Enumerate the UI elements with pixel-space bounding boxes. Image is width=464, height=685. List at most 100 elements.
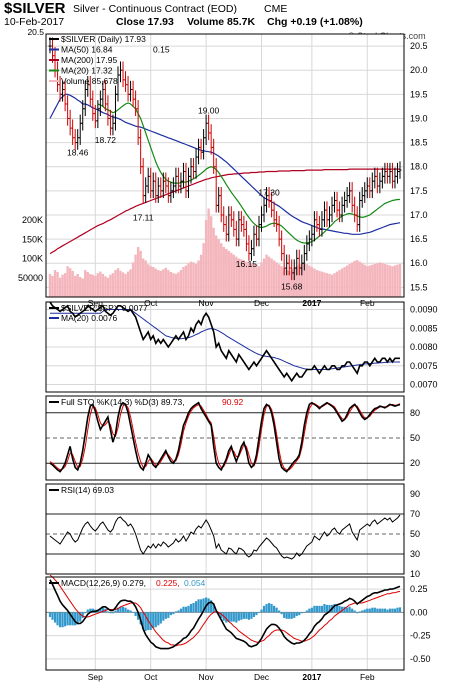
volume-bar xyxy=(242,260,246,297)
ratio-tick-label: 0.0070 xyxy=(410,380,438,390)
ma20-line xyxy=(97,102,400,244)
price-legend-entry: $SILVER (Daily) 17.93 xyxy=(61,34,146,44)
macd-histogram-bar xyxy=(351,608,354,613)
macd-histogram-bar xyxy=(257,612,261,613)
macd-histogram-bar xyxy=(114,610,117,613)
price-annotation: 17.30 xyxy=(258,187,280,197)
volume-bar xyxy=(177,272,180,297)
volume-bar xyxy=(197,260,200,297)
macd-histogram-bar xyxy=(265,603,268,613)
volume-bar xyxy=(313,268,316,297)
macd-histogram-bar xyxy=(51,612,54,620)
macd-histogram-bar xyxy=(300,612,303,614)
macd-histogram-bar xyxy=(242,612,245,619)
macd-histogram-bar xyxy=(144,612,147,631)
macd-histogram-bar xyxy=(247,612,251,620)
macd-histogram-bar xyxy=(142,612,145,630)
month-label-top: Feb xyxy=(360,298,375,308)
volume-bar xyxy=(318,270,321,297)
volume-bar xyxy=(51,275,54,297)
volume-bar xyxy=(141,258,145,297)
macd-histogram-bar xyxy=(310,607,313,613)
macd-histogram-bar xyxy=(391,608,394,613)
macd-histogram-bar xyxy=(48,612,52,617)
macd-histogram-bar xyxy=(290,612,293,619)
macd-histogram-bar xyxy=(320,605,324,613)
volume-bar xyxy=(257,266,261,297)
sto-tick-label: 20 xyxy=(410,458,420,468)
ratio-line xyxy=(49,301,400,383)
volume-bar xyxy=(204,220,208,297)
volume-bar xyxy=(91,274,95,297)
header-close: Close 17.93 xyxy=(116,16,174,28)
macd-histogram-bar xyxy=(58,612,62,628)
macd-tick-label: 0.00 xyxy=(410,607,428,617)
macd-histogram-bar xyxy=(91,608,94,613)
macd-histogram-bar xyxy=(129,610,132,613)
panel-border-rsi xyxy=(45,483,405,575)
header-volume: Volume 85.7K xyxy=(187,16,256,28)
macd-histogram-bar xyxy=(230,612,233,622)
volume-bar xyxy=(275,262,278,297)
volume-bar xyxy=(355,260,359,297)
header-change: Chg +0.19 (+1.08%) xyxy=(267,16,363,28)
volume-bar xyxy=(267,256,271,297)
month-label-bottom: Sep xyxy=(88,672,103,682)
price-legend-entry: MA(50) 16.84 xyxy=(61,45,113,55)
volume-bar xyxy=(152,267,155,297)
macd-histogram-bar xyxy=(283,612,286,618)
macd-histogram-bar xyxy=(192,603,195,613)
macd-histogram-bar xyxy=(378,608,381,613)
panel-border-ratio xyxy=(45,301,405,393)
volume-bar xyxy=(361,263,364,297)
volume-bar xyxy=(290,269,293,297)
macd-histogram-bar xyxy=(182,606,185,613)
volume-bar xyxy=(398,263,402,297)
volume-bar xyxy=(61,274,64,297)
macd-histogram-bar xyxy=(348,606,351,613)
header-symbol: $SILVER xyxy=(4,0,66,17)
ratio-legend-entry: MA(20) 0.0076 xyxy=(61,313,117,323)
rsi-line xyxy=(49,514,401,560)
macd-histogram-bar xyxy=(89,608,92,613)
sto-legend-value: 90.92 xyxy=(222,397,244,407)
volume-bar xyxy=(300,263,303,297)
volume-tick-label: 100K xyxy=(22,254,43,264)
volume-bar xyxy=(255,264,258,297)
macd-histogram-bar xyxy=(388,608,392,613)
volume-bar xyxy=(104,276,107,297)
volume-bar xyxy=(202,243,205,297)
macd-histogram-bar xyxy=(101,607,104,613)
macd-histogram-bar xyxy=(361,610,364,613)
volume-bar xyxy=(84,270,87,297)
volume-bar xyxy=(147,264,150,297)
macd-histogram-bar xyxy=(366,608,369,613)
volume-bar xyxy=(209,216,213,297)
macd-histogram-bar xyxy=(308,608,311,613)
volume-bar xyxy=(214,235,218,297)
header-date: 10-Feb-2017 xyxy=(4,16,65,28)
macd-histogram-bar xyxy=(323,603,326,613)
volume-bar xyxy=(129,269,132,297)
macd-histogram-bar xyxy=(358,611,361,613)
volume-tick-label: 50000 xyxy=(18,273,43,283)
macd-histogram-bar xyxy=(328,604,331,613)
volume-bar xyxy=(58,277,62,297)
volume-bar xyxy=(124,273,127,297)
volume-bar xyxy=(245,261,248,297)
panel-border-price xyxy=(45,33,405,298)
volume-bar xyxy=(172,273,175,297)
macd-histogram-bar xyxy=(335,604,339,613)
macd-histogram-bar xyxy=(74,612,77,626)
volume-bar xyxy=(76,273,79,297)
volume-bar xyxy=(330,274,334,297)
ratio-tick-label: 0.0085 xyxy=(410,323,438,333)
price-annotation: 15.68 xyxy=(281,282,303,292)
macd-histogram-bar xyxy=(137,612,140,620)
macd-histogram-bar xyxy=(154,612,157,628)
macd-histogram-bar xyxy=(111,612,115,614)
price-annotation: 19.00 xyxy=(198,105,220,115)
volume-bar xyxy=(149,266,152,297)
volume-bar xyxy=(298,264,301,297)
volume-bar xyxy=(383,263,387,297)
